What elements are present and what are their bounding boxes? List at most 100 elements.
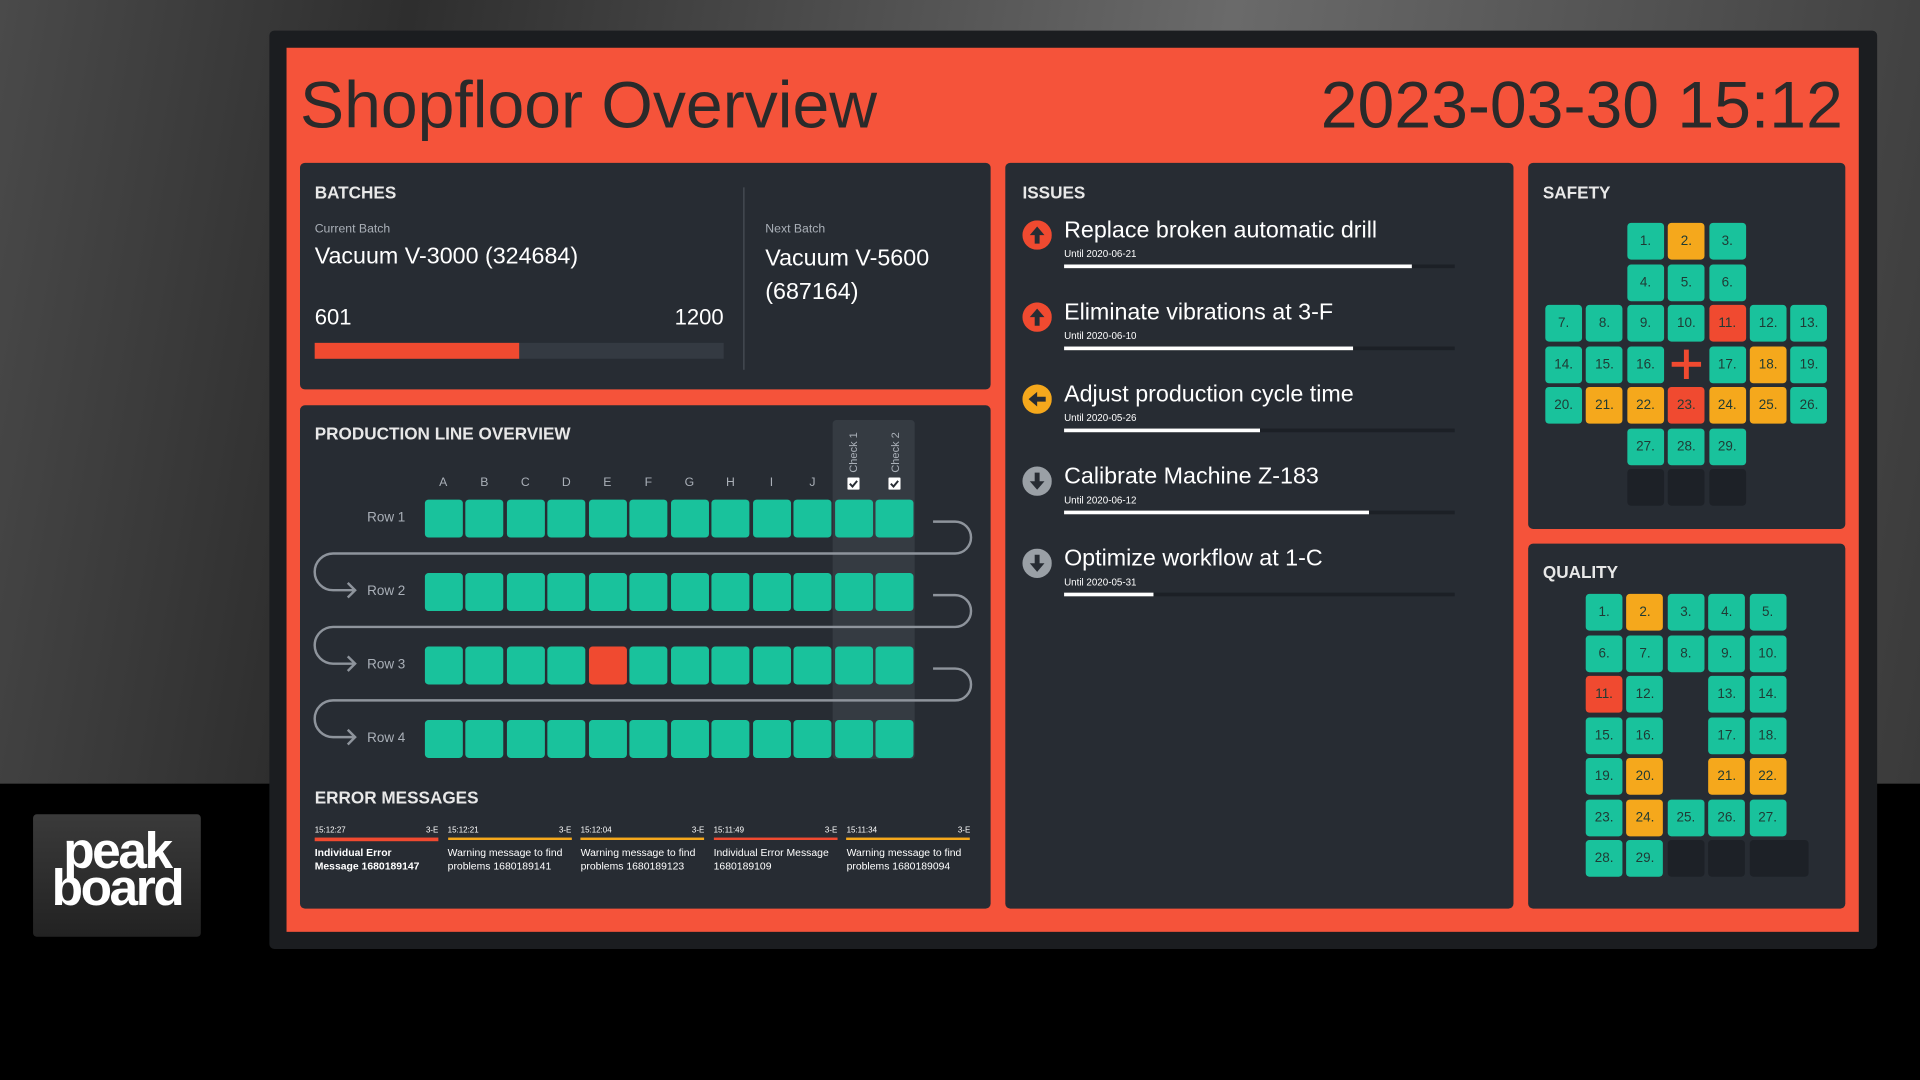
station-cell bbox=[834, 719, 873, 758]
station-cell bbox=[506, 572, 545, 611]
issue-icon bbox=[1022, 548, 1052, 578]
status-cell: 7. bbox=[1545, 304, 1583, 342]
issues-panel bbox=[1005, 162, 1514, 909]
column-label: I bbox=[769, 476, 774, 490]
station-cell bbox=[793, 572, 832, 611]
station-cell bbox=[793, 719, 832, 758]
station-cell bbox=[465, 645, 504, 684]
row-connector bbox=[313, 667, 973, 746]
batch-name: Vacuum V-3000 (324684) bbox=[314, 243, 579, 270]
status-cell: 8. bbox=[1667, 634, 1705, 672]
issue-title: Adjust production cycle time bbox=[1064, 382, 1354, 408]
progress-fill bbox=[314, 342, 520, 359]
status-cell: 10. bbox=[1749, 634, 1787, 672]
status-cell: 13. bbox=[1790, 304, 1828, 342]
error-station: 3-E bbox=[957, 826, 971, 836]
station-cell bbox=[547, 645, 586, 684]
status-cell: 3. bbox=[1667, 593, 1705, 631]
error-text: Individual Error Message 1680189147 bbox=[314, 846, 420, 872]
error-time: 15:12:21 bbox=[447, 826, 479, 836]
error-underline bbox=[447, 837, 572, 840]
station-cell bbox=[711, 572, 750, 611]
station-cell bbox=[752, 719, 791, 758]
station-cell bbox=[711, 645, 750, 684]
safety-cross bbox=[1671, 349, 1702, 379]
station-cell bbox=[506, 645, 545, 684]
empty-cell bbox=[1627, 468, 1664, 506]
issue-icon bbox=[1022, 466, 1052, 496]
issue-due: Until 2020-05-31 bbox=[1064, 576, 1137, 588]
row-label: Row 4 bbox=[367, 731, 406, 746]
status-cell: 21. bbox=[1586, 386, 1623, 424]
status-cell: 2. bbox=[1667, 222, 1705, 260]
status-cell: 20. bbox=[1626, 757, 1664, 795]
logo-text: peak bbox=[63, 821, 173, 880]
issue-icon-arrow bbox=[1029, 554, 1045, 572]
status-cell: 24. bbox=[1708, 386, 1746, 424]
status-cell: 3. bbox=[1708, 222, 1746, 260]
status-cell: 18. bbox=[1749, 716, 1787, 754]
status-cell: 10. bbox=[1667, 304, 1705, 342]
status-cell: 6. bbox=[1708, 263, 1746, 301]
status-cell: 5. bbox=[1667, 263, 1705, 301]
issue-progress bbox=[1064, 428, 1260, 433]
datetime: 2023-03-30 15:12 bbox=[1320, 68, 1843, 143]
checkbox-box bbox=[888, 477, 901, 490]
station-cell bbox=[547, 572, 586, 611]
station-cell bbox=[793, 498, 832, 537]
error-station: 3-E bbox=[558, 826, 572, 836]
status-cell: 24. bbox=[1626, 798, 1664, 836]
divider bbox=[743, 187, 745, 370]
station-cell bbox=[752, 498, 791, 537]
logo-box bbox=[33, 814, 201, 937]
station-cell bbox=[670, 498, 709, 537]
column-label: E bbox=[603, 476, 612, 490]
station-cell bbox=[424, 719, 463, 758]
station-cell bbox=[711, 498, 750, 537]
row-label: Row 3 bbox=[367, 657, 406, 673]
error-text: Warning message to find problems 1680189… bbox=[580, 846, 696, 872]
batch-progress: 601 bbox=[314, 304, 352, 330]
status-cell: 19. bbox=[1790, 345, 1828, 383]
status-cell: 21. bbox=[1708, 757, 1746, 795]
station-cell bbox=[875, 572, 914, 611]
status-cell: 1. bbox=[1585, 593, 1623, 631]
status-cell: 5. bbox=[1749, 593, 1787, 631]
issue-icon bbox=[1022, 384, 1052, 414]
error-station: 3-E bbox=[691, 826, 705, 836]
station-cell bbox=[588, 498, 627, 537]
panel-title: PRODUCTION LINE OVERVIEW bbox=[314, 423, 571, 444]
issue-icon-arrow bbox=[1029, 472, 1045, 490]
status-cell: 4. bbox=[1627, 263, 1664, 301]
page-title: Shopfloor Overview bbox=[300, 68, 878, 143]
status-cell: 14. bbox=[1749, 675, 1787, 713]
status-cell: 18. bbox=[1749, 345, 1787, 383]
panel-title: BATCHES bbox=[314, 182, 397, 203]
station-cell bbox=[588, 645, 627, 684]
error-underline bbox=[580, 837, 705, 840]
panel-title: ERROR MESSAGES bbox=[314, 787, 479, 807]
column-label: F bbox=[644, 476, 653, 490]
status-cell: 26. bbox=[1790, 386, 1828, 424]
batch-label: Next Batch bbox=[765, 222, 826, 237]
station-cell bbox=[875, 498, 914, 537]
status-cell: 22. bbox=[1627, 386, 1664, 424]
status-cell: 23. bbox=[1585, 798, 1623, 836]
checkbox bbox=[847, 477, 860, 490]
status-cell: 16. bbox=[1626, 716, 1664, 754]
station-cell bbox=[875, 719, 914, 758]
issue-icon-arrow bbox=[1028, 391, 1046, 407]
issue-track bbox=[1064, 592, 1455, 597]
station-cell bbox=[629, 719, 668, 758]
station-cell bbox=[629, 572, 668, 611]
status-cell: 9. bbox=[1708, 634, 1746, 672]
row-connector bbox=[313, 520, 973, 599]
station-cell bbox=[465, 719, 504, 758]
station-cell bbox=[752, 645, 791, 684]
error-text: Warning message to find problems 1680189… bbox=[846, 846, 962, 872]
station-cell bbox=[670, 645, 709, 684]
station-cell bbox=[834, 572, 873, 611]
checkbox-tick bbox=[890, 480, 899, 488]
